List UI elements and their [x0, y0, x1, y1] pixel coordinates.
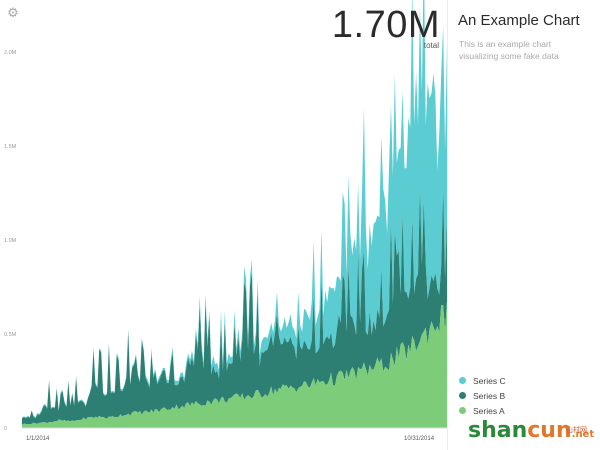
legend-swatch-series-a	[459, 407, 466, 414]
legend-label: Series B	[473, 390, 506, 401]
legend-swatch-series-b	[459, 392, 466, 399]
y-tick-label: 1.5M	[4, 144, 17, 150]
total-value: 1.70M	[331, 4, 440, 46]
panel-divider	[447, 0, 448, 450]
watermark-part1: shan	[468, 418, 528, 443]
total-label: total	[423, 41, 439, 50]
series-b-area	[22, 188, 447, 425]
y-tick-label: 0.5M	[4, 332, 17, 338]
legend-item-series-c[interactable]: Series C	[459, 373, 506, 388]
y-tick-label: 1.0M	[4, 238, 17, 244]
x-tick-label: 1/1/2014	[26, 436, 50, 442]
watermark-cn: 山村网	[566, 427, 587, 434]
series-c-area	[22, 0, 447, 419]
chart: 0 0.5M 1.0M 1.5M 2.0M 1/1/2014 10/31/2014	[4, 0, 447, 442]
y-tick-label: 2.0M	[4, 50, 17, 56]
legend-swatch-series-c	[459, 377, 466, 384]
legend-label: Series A	[473, 405, 505, 416]
watermark-logo: shancun.net	[468, 418, 594, 443]
gear-icon[interactable]: ⚙	[7, 5, 19, 20]
watermark-part2: cun	[527, 418, 572, 443]
legend-label: Series C	[473, 375, 506, 386]
legend-item-series-b[interactable]: Series B	[459, 388, 506, 403]
chart-title: An Example Chart	[458, 12, 580, 29]
series-a-area	[22, 301, 447, 428]
chart-subtitle: This is an example chart visualizing som…	[459, 39, 559, 61]
watermark-part3: .net	[571, 429, 595, 440]
y-tick-label: 0	[4, 426, 7, 432]
legend-item-series-a[interactable]: Series A	[459, 403, 506, 418]
legend: Series C Series B Series A	[459, 373, 506, 418]
x-tick-label: 10/31/2014	[404, 436, 435, 442]
